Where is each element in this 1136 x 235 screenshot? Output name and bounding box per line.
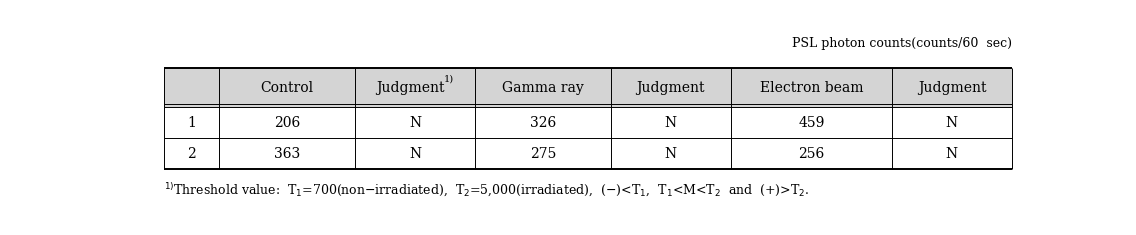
Bar [219,68,356,107]
Text: 459: 459 [799,116,825,129]
Text: 363: 363 [274,147,300,161]
Text: PSL photon counts(counts/60  sec): PSL photon counts(counts/60 sec) [792,37,1012,50]
Text: 275: 275 [529,147,556,161]
Text: N: N [409,147,421,161]
Bar [356,107,475,138]
Text: N: N [946,147,958,161]
Text: Judgment: Judgment [918,81,986,94]
Bar [475,107,611,138]
Text: Control: Control [260,81,314,94]
Text: N: N [665,147,677,161]
Bar [164,138,219,169]
Bar [730,138,892,169]
Bar [892,68,1012,107]
Text: Judgment: Judgment [636,81,705,94]
Text: 2: 2 [187,147,197,161]
Text: N: N [946,116,958,129]
Bar [219,107,356,138]
Bar [356,138,475,169]
Text: Gamma ray: Gamma ray [502,81,584,94]
Text: N: N [409,116,421,129]
Text: 326: 326 [529,116,556,129]
Bar [219,138,356,169]
Bar [475,138,611,169]
Text: 256: 256 [799,147,825,161]
Bar [164,107,219,138]
Bar [892,107,1012,138]
Text: N: N [665,116,677,129]
Bar [611,138,730,169]
Bar [164,68,219,107]
Text: 1): 1) [443,74,453,83]
Text: $^{1)}$Threshold value:  T$_1$=700(non$-$irradiated),  T$_2$=5,000(irradiated), : $^{1)}$Threshold value: T$_1$=700(non$-$… [164,182,809,199]
Text: Electron beam: Electron beam [760,81,863,94]
Bar [475,68,611,107]
Text: Judgment: Judgment [376,81,445,94]
Bar [730,107,892,138]
Bar [892,138,1012,169]
Bar [611,68,730,107]
Bar [356,68,475,107]
Bar [730,68,892,107]
Text: 206: 206 [274,116,300,129]
Text: 1: 1 [187,116,197,129]
Bar [611,107,730,138]
